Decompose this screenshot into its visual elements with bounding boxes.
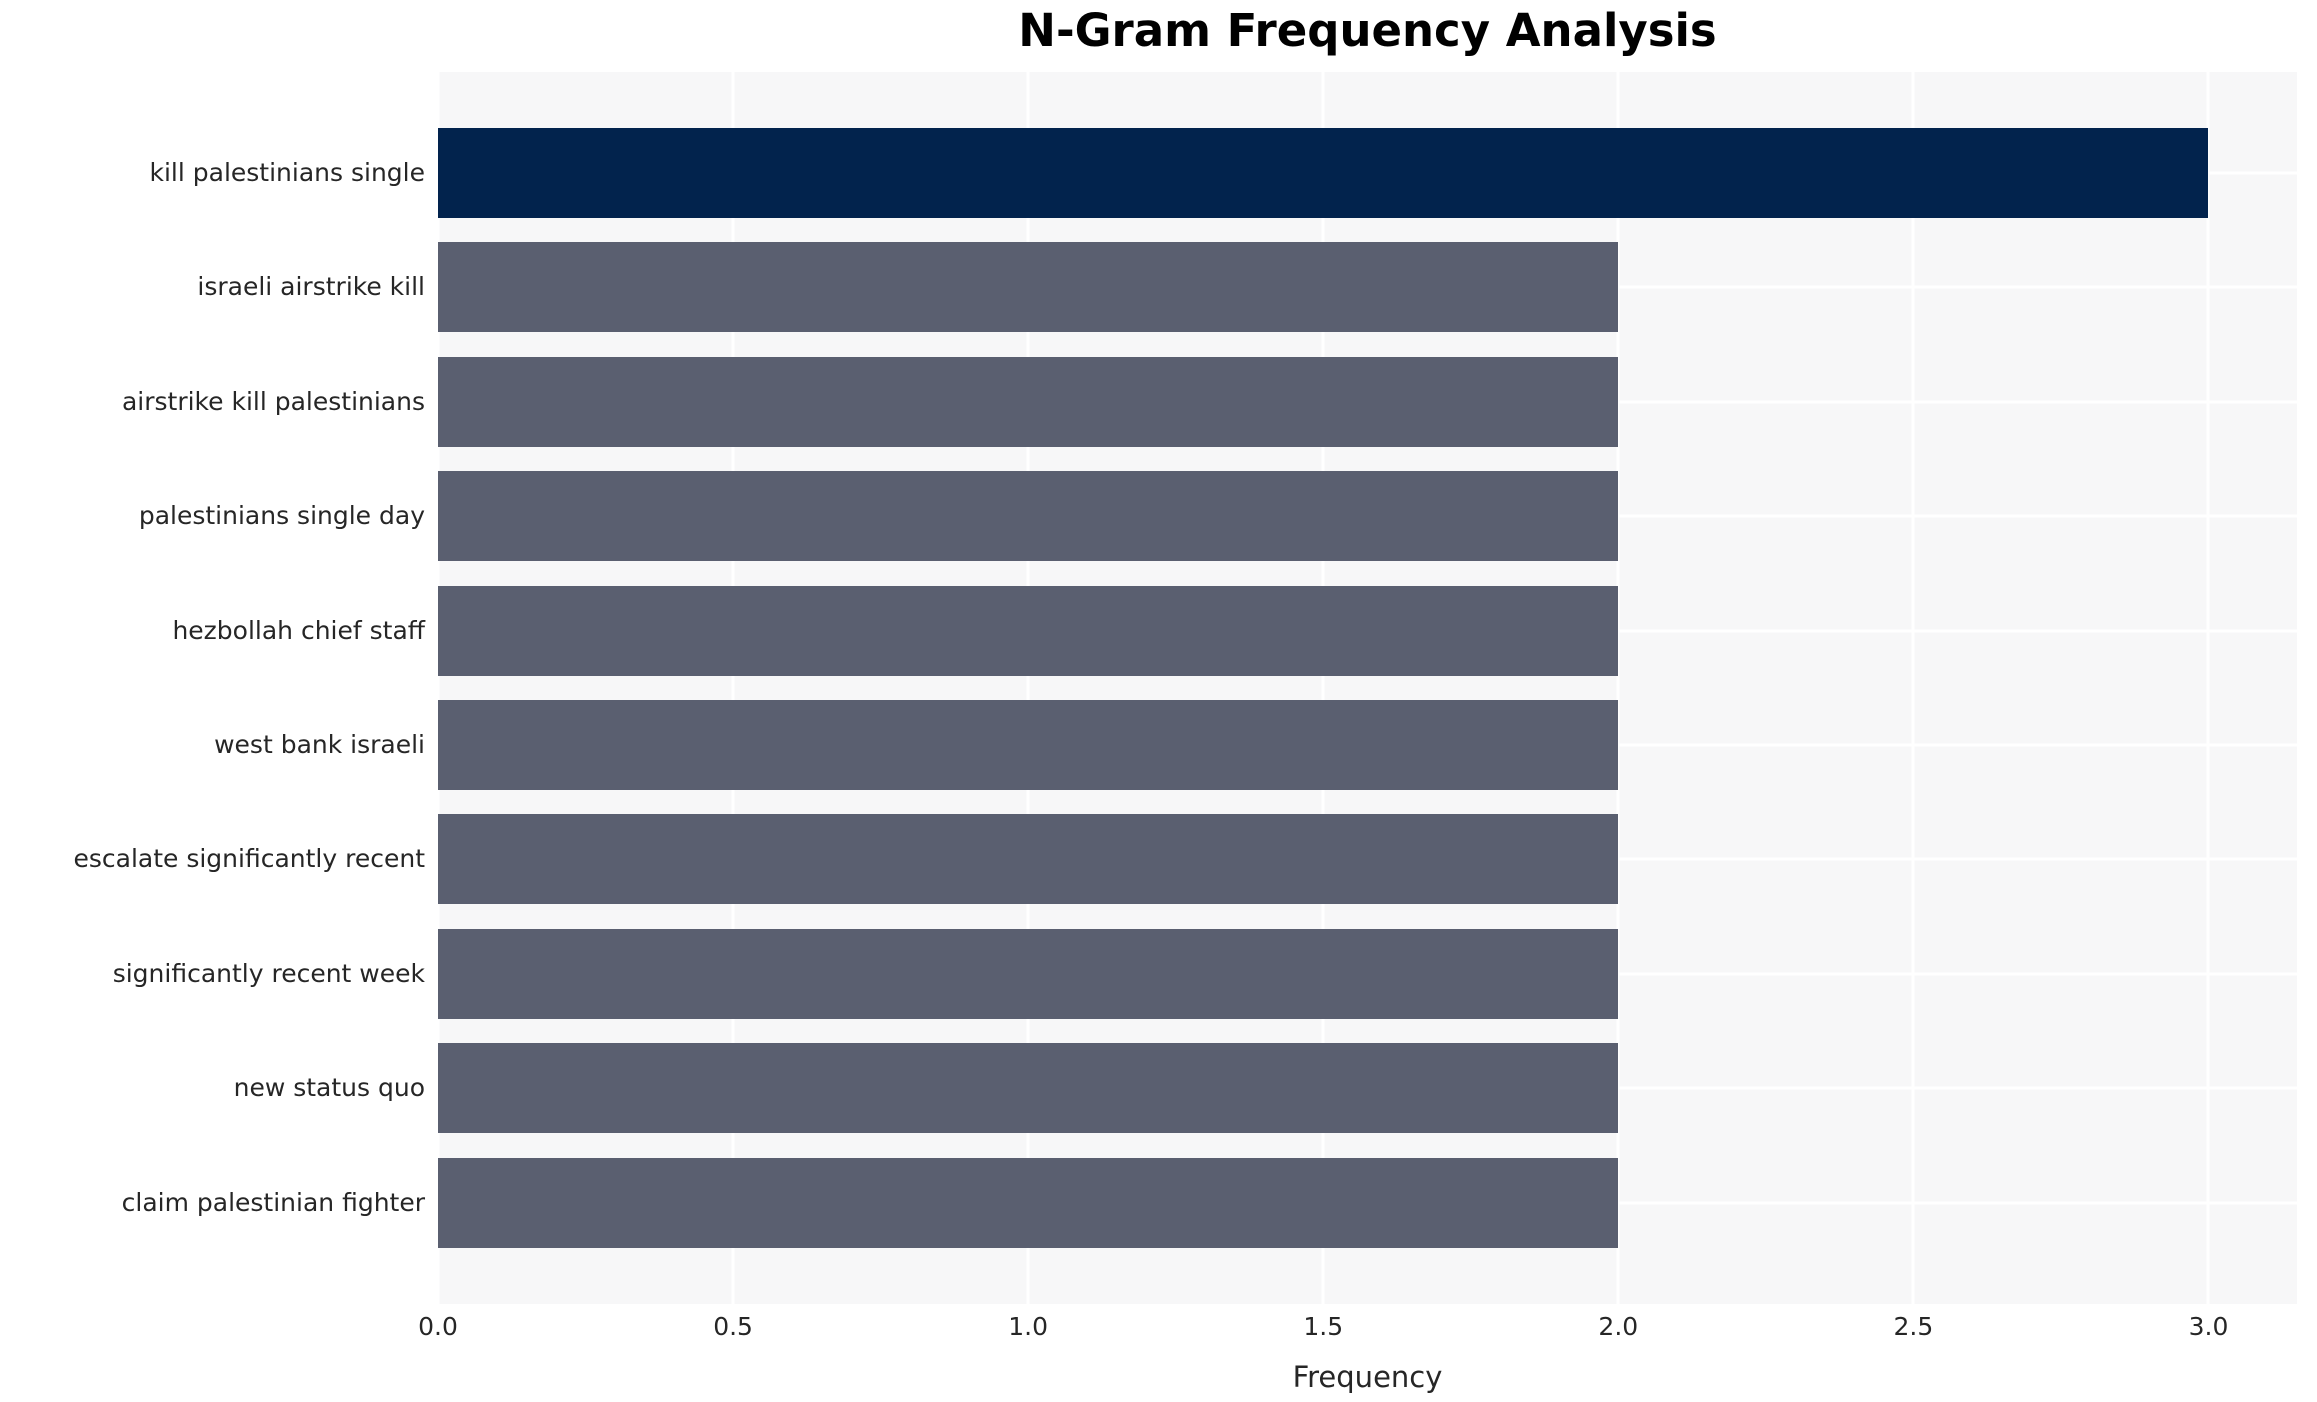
y-tick-label: israeli airstrike kill (197, 272, 425, 302)
bar-west-bank-israeli (438, 700, 1619, 790)
vertical-gridline (1321, 72, 1325, 1304)
x-axis-tick-labels: 0.0 0.5 1.0 1.5 2.0 2.5 3.0 (418, 1304, 2297, 1348)
bar-escalate-significantly-recent (438, 814, 1619, 905)
vertical-gridline (1616, 72, 1620, 1304)
y-axis-tick-labels: kill palestinians single israeli airstrik… (0, 72, 425, 1304)
y-tick-label: new status quo (233, 1073, 425, 1103)
x-tick-label: 2.5 (1893, 1312, 1934, 1341)
bar-kill-palestinians-single (438, 128, 2209, 218)
vertical-gridline (1911, 72, 1915, 1304)
x-tick-label: 0.0 (418, 1312, 458, 1341)
y-tick-label: palestinians single day (138, 501, 425, 531)
x-tick-label: 3.0 (2188, 1312, 2229, 1341)
y-tick-label: claim palestinian fighter (121, 1187, 425, 1217)
x-tick-label: 1.0 (1008, 1312, 1049, 1341)
y-tick-label: hezbollah chief staff (172, 615, 425, 645)
x-tick-label: 0.5 (713, 1312, 753, 1341)
y-tick-label: west bank israeli (214, 730, 425, 759)
vertical-gridline (731, 72, 735, 1304)
y-tick-label: airstrike kill palestinians (121, 386, 425, 416)
vertical-gridline (436, 72, 440, 1304)
vertical-gridline (1026, 72, 1030, 1304)
bar-new-status-quo (438, 1043, 1619, 1134)
plot-area (436, 72, 2297, 1304)
bar-airstrike-kill-palestinians (438, 356, 1619, 447)
y-tick-label: escalate significantly recent (73, 844, 425, 874)
vertical-gridline (2206, 72, 2210, 1304)
x-tick-label: 2.0 (1598, 1312, 1639, 1341)
x-axis-title: Frequency (1292, 1360, 1443, 1394)
y-tick-label: kill palestinians single (149, 158, 426, 187)
bar-significantly-recent-week (438, 928, 1619, 1019)
bar-hezbollah-chief-staff (438, 585, 1619, 676)
y-tick-label: significantly recent week (112, 958, 425, 988)
bar-palestinians-single-day (438, 471, 1619, 562)
x-tick-label: 1.5 (1303, 1312, 1344, 1341)
chart-title: N-Gram Frequency Analysis (1018, 4, 1717, 57)
bar-israeli-airstrike-kill (438, 242, 1619, 333)
bar-claim-palestinian-fighter (438, 1157, 1619, 1248)
